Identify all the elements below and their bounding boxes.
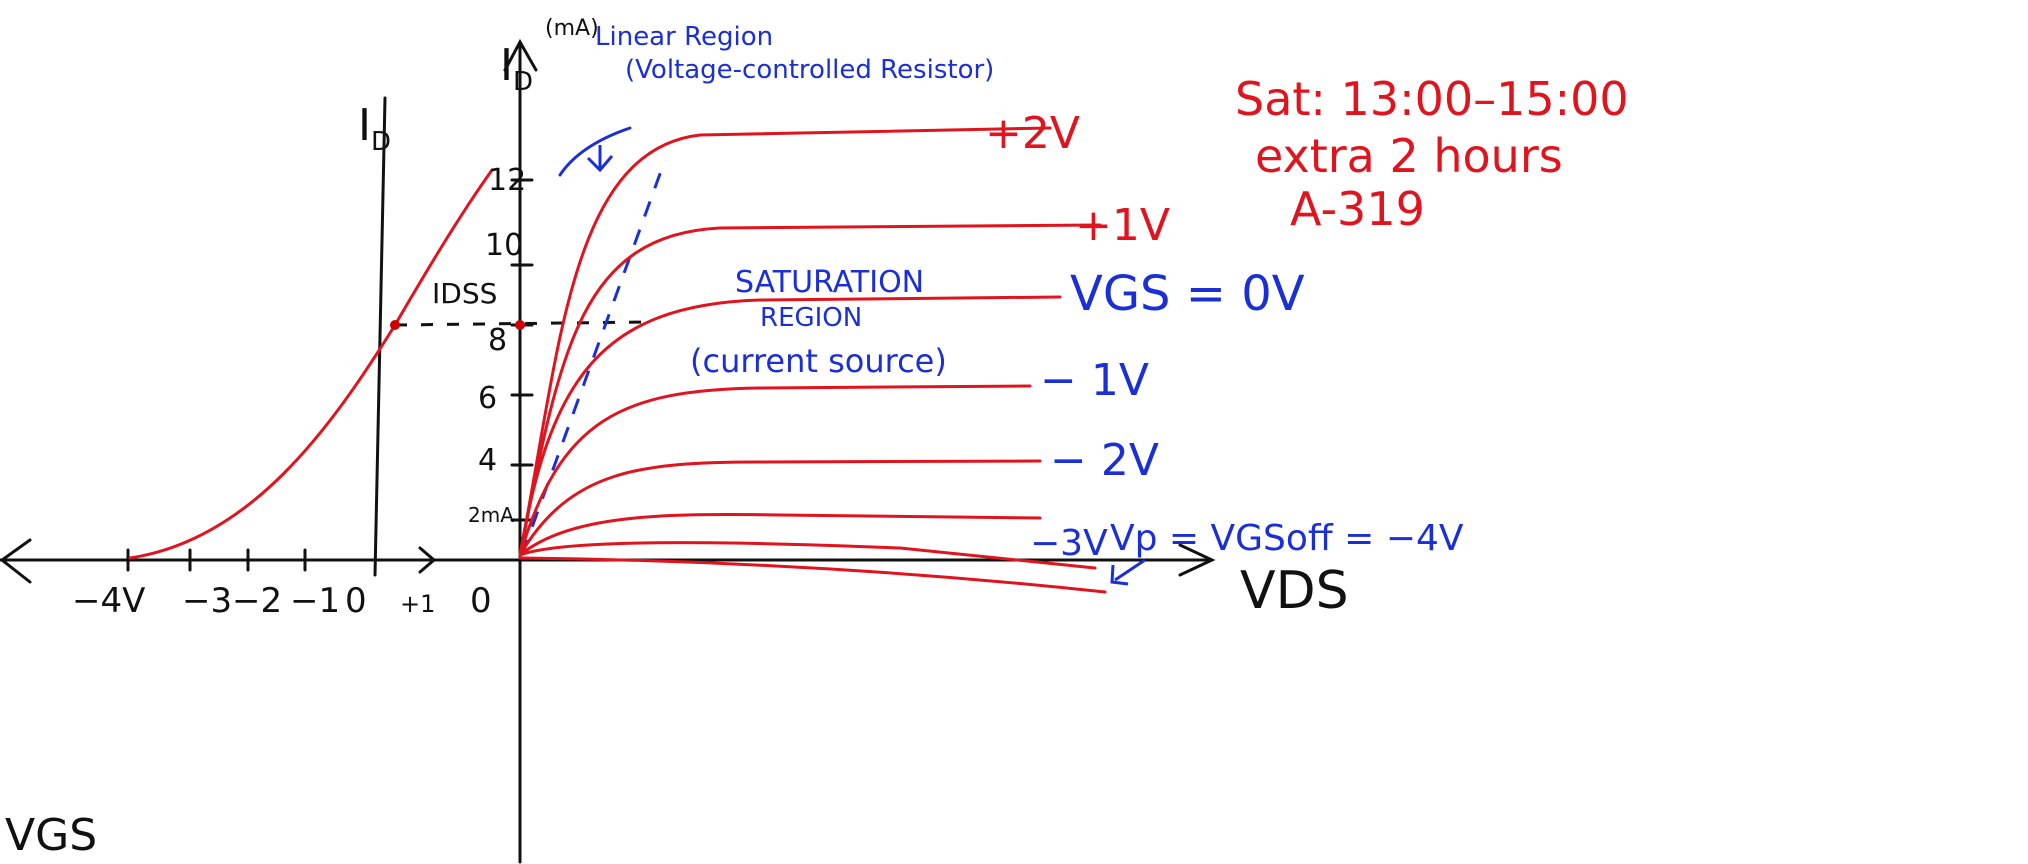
drain-tick-label: 12 [488, 163, 526, 198]
pinch-off: Vp = VGSoff = −4V [1110, 518, 1464, 559]
vds-label: VDS [1240, 561, 1349, 621]
curve-label: +1V [1075, 200, 1170, 251]
saturation: SATURATION [735, 265, 924, 300]
linear-region: Linear Region [595, 22, 773, 52]
drain-tick-label: 4 [478, 443, 497, 478]
curve-minus2 [520, 461, 1040, 555]
linear-note: (Voltage-controlled Resistor) [625, 55, 994, 85]
saturation: REGION [760, 303, 862, 333]
transfer-curve [130, 170, 492, 558]
gate-tick-label: −4V [72, 581, 145, 621]
curve-label: VGS = 0V [1070, 266, 1305, 322]
curve-minus1 [520, 386, 1030, 555]
gate-tick-label: +1 [400, 590, 435, 618]
origin-label: 0 [470, 581, 492, 621]
curve-label: +2V [985, 108, 1080, 159]
linear-arrowhead [588, 145, 612, 170]
unit: (mA) [545, 16, 599, 41]
gate-tick-label: −1 [290, 581, 340, 621]
gate-tick-label: −3 [182, 581, 232, 621]
drain-tick-label: 8 [488, 323, 507, 358]
idss-label: IDSS [432, 277, 497, 310]
schedule-time: Sat: 13:00–15:00 [1235, 72, 1629, 126]
drain-tick-label: 6 [478, 381, 497, 416]
linear-arrow [560, 128, 630, 175]
schedule-room: A-319 [1290, 182, 1425, 236]
gate-arrow [405, 548, 434, 572]
saturation-note: (current source) [690, 342, 947, 380]
curve-label: − 1V [1040, 355, 1149, 406]
curve-minus3a [520, 514, 1040, 555]
drain-tick-label: 2mA [468, 503, 514, 527]
drain-tick-label: 10 [485, 228, 523, 263]
curve-label: − 2V [1050, 435, 1159, 486]
schedule-extra: extra 2 hours [1255, 129, 1563, 183]
idss-point [515, 320, 525, 330]
curve-label: −3V [1030, 523, 1108, 564]
whiteboard: ID (mA) ID VGS VDS Linear Region (Voltag… [0, 0, 2028, 864]
idss-point [390, 320, 400, 330]
gate-tick-label: 0 [345, 581, 367, 621]
curve-pinch [520, 558, 1105, 592]
transfer-axis [375, 98, 385, 575]
pinch-arrow [1112, 560, 1145, 584]
gate-tick-label: −2 [232, 581, 282, 621]
curve-minus3b [520, 543, 1095, 568]
vgs-label: VGS [5, 810, 97, 861]
